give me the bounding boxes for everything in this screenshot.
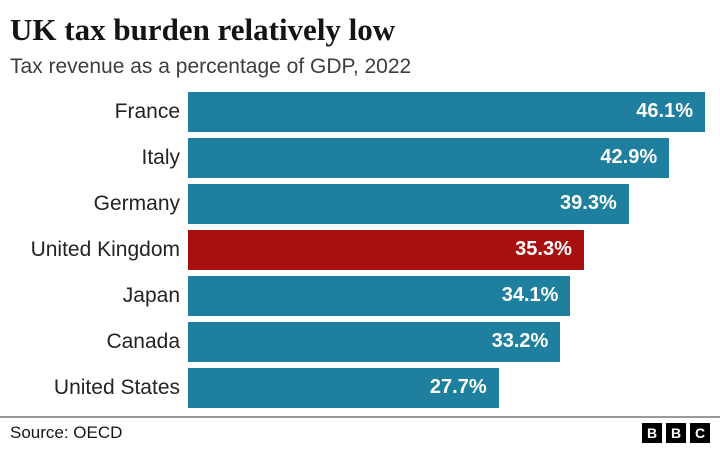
bar-track: 42.9%	[188, 137, 705, 178]
category-label: Canada	[106, 329, 180, 353]
bar-chart: France 46.1% Italy 42.9% Germany 39.3% United …	[10, 91, 705, 408]
value-label: 35.3%	[515, 238, 572, 261]
bar-track: 34.1%	[188, 275, 705, 316]
bar-row: United Kingdom 35.3%	[10, 229, 705, 270]
divider	[0, 415, 720, 418]
bar-row: United States 27.7%	[10, 367, 705, 408]
value-label: 34.1%	[501, 284, 559, 307]
bbc-logo-block: B	[642, 422, 662, 443]
value-label: 27.7%	[429, 376, 487, 399]
bar-track: 27.7%	[188, 367, 705, 408]
bar-row: France 46.1%	[10, 91, 705, 132]
bar: 39.3%	[188, 183, 629, 224]
category-label: United States	[53, 375, 180, 399]
value-label: 46.1%	[636, 100, 693, 123]
chart-body: UK tax burden relatively low Tax revenue…	[10, 12, 705, 408]
bar-row: Canada 33.2%	[10, 321, 705, 362]
bar: 33.2%	[188, 321, 561, 362]
bar-row: Japan 34.1%	[10, 275, 705, 316]
bar-row: Germany 39.3%	[10, 183, 705, 224]
bar: 27.7%	[188, 367, 499, 408]
chart-subtitle: Tax revenue as a percentage of GDP, 2022	[10, 54, 412, 78]
bar-row: Italy 42.9%	[10, 137, 705, 178]
bar-highlighted: 35.3%	[188, 229, 584, 270]
category-label: Italy	[141, 145, 180, 169]
bbc-logo-block: B	[666, 422, 686, 443]
bbc-logo-block: C	[690, 422, 710, 443]
bar-track: 35.3%	[188, 229, 705, 270]
bar-track: 46.1%	[188, 91, 705, 132]
value-label: 39.3%	[560, 192, 617, 215]
source-label: Source: OECD	[10, 422, 123, 442]
bar-track: 39.3%	[188, 183, 705, 224]
value-label: 33.2%	[491, 330, 549, 353]
category-label: United Kingdom	[30, 237, 180, 261]
bar: 34.1%	[188, 275, 571, 316]
bar: 46.1%	[188, 91, 705, 132]
bar: 42.9%	[188, 137, 670, 178]
category-label: France	[114, 99, 180, 123]
category-label: Germany	[93, 191, 180, 215]
bar-track: 33.2%	[188, 321, 705, 362]
page-title: UK tax burden relatively low	[10, 12, 396, 47]
value-label: 42.9%	[600, 146, 658, 169]
category-label: Japan	[122, 283, 180, 307]
